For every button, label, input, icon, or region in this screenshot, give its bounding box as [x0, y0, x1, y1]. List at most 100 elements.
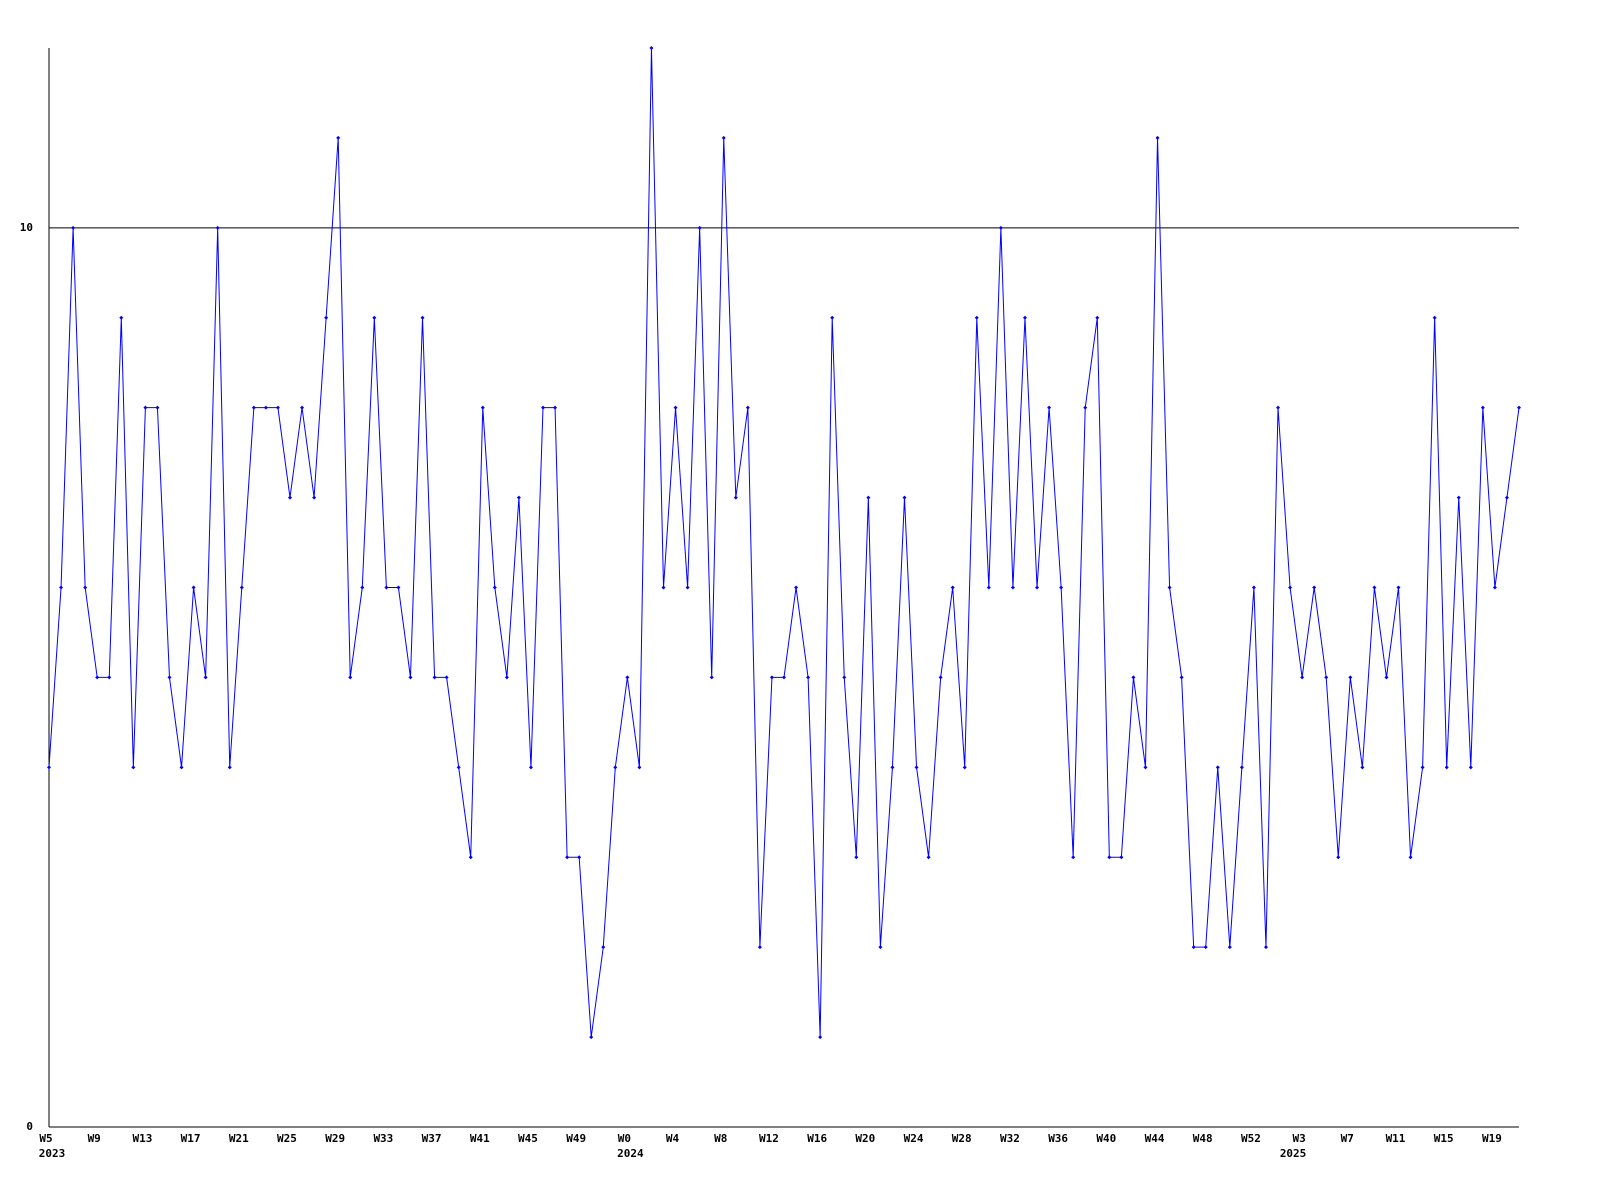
point-marker	[312, 495, 317, 500]
point-marker	[480, 405, 485, 410]
point-marker	[1408, 855, 1413, 860]
point-marker	[71, 225, 76, 230]
x-tick-label: W49	[566, 1132, 586, 1145]
point-marker	[336, 135, 341, 140]
point-marker	[938, 675, 943, 680]
point-marker	[1131, 675, 1136, 680]
point-marker	[1047, 405, 1052, 410]
point-marker	[1022, 315, 1027, 320]
point-marker	[601, 945, 606, 950]
point-marker	[1324, 675, 1329, 680]
point-marker	[1456, 495, 1461, 500]
point-marker	[1360, 765, 1365, 770]
point-marker	[1239, 765, 1244, 770]
point-marker	[782, 675, 786, 680]
point-marker	[625, 675, 630, 680]
point-marker	[155, 405, 160, 410]
point-marker	[1480, 405, 1485, 410]
x-tick-label: W8	[714, 1132, 727, 1145]
point-marker	[974, 315, 979, 320]
point-marker	[107, 675, 112, 680]
point-marker	[1119, 855, 1124, 860]
point-marker	[420, 315, 425, 320]
x-tick-label: W7	[1341, 1132, 1354, 1145]
point-marker	[191, 585, 196, 590]
point-marker	[1276, 405, 1281, 410]
point-marker	[902, 495, 907, 500]
x-tick-label: W33	[373, 1132, 393, 1145]
point-marker	[565, 855, 570, 860]
point-marker	[432, 675, 437, 680]
point-marker	[649, 46, 654, 50]
point-marker	[541, 405, 546, 410]
point-marker	[854, 855, 859, 860]
point-marker	[553, 405, 558, 410]
x-year-label: 2024	[617, 1147, 644, 1160]
point-marker	[962, 765, 967, 770]
point-marker	[1348, 675, 1353, 680]
point-marker	[673, 405, 678, 410]
x-tick-label: W5	[39, 1132, 52, 1145]
point-marker	[215, 225, 220, 230]
x-tick-label: W16	[807, 1132, 827, 1145]
point-marker	[203, 675, 208, 680]
point-marker	[577, 855, 582, 860]
point-marker	[468, 855, 473, 860]
point-marker	[1059, 585, 1064, 590]
x-tick-label: W12	[759, 1132, 779, 1145]
point-marker	[1420, 765, 1425, 770]
point-marker	[239, 585, 244, 590]
point-marker	[1263, 945, 1268, 950]
point-marker	[1300, 675, 1305, 680]
point-marker	[251, 405, 256, 410]
point-marker	[1107, 855, 1112, 860]
x-tick-label: W3	[1292, 1132, 1305, 1145]
point-marker	[866, 495, 871, 500]
x-tick-label: W9	[88, 1132, 101, 1145]
x-tick-label: W19	[1482, 1132, 1502, 1145]
point-marker	[890, 765, 895, 770]
point-marker	[1504, 495, 1509, 500]
point-marker	[926, 855, 931, 860]
point-marker	[721, 135, 726, 140]
point-marker	[733, 495, 738, 500]
point-marker	[1227, 945, 1232, 950]
point-marker	[1384, 675, 1389, 680]
x-tick-label: W48	[1193, 1132, 1213, 1145]
point-marker	[504, 675, 509, 680]
point-marker	[914, 765, 919, 770]
point-marker	[227, 765, 232, 770]
x-tick-label: W21	[229, 1132, 249, 1145]
point-marker	[1432, 315, 1437, 320]
x-tick-label: W25	[277, 1132, 297, 1145]
point-marker	[1517, 405, 1521, 410]
point-marker	[275, 405, 280, 410]
x-tick-label: W37	[422, 1132, 442, 1145]
point-marker	[444, 675, 449, 680]
x-tick-label: W11	[1386, 1132, 1406, 1145]
x-tick-label: W36	[1048, 1132, 1068, 1145]
point-marker	[613, 765, 618, 770]
x-tick-label: W0	[618, 1132, 631, 1145]
point-marker	[131, 765, 136, 770]
point-marker	[408, 675, 413, 680]
point-marker	[1167, 585, 1172, 590]
y-tick-label: 0	[26, 1120, 33, 1133]
point-marker	[1492, 585, 1497, 590]
point-marker	[745, 405, 750, 410]
point-marker	[998, 225, 1003, 230]
point-marker	[878, 945, 883, 950]
point-marker	[589, 1035, 594, 1040]
point-marker	[360, 585, 365, 590]
x-tick-label: W32	[1000, 1132, 1020, 1145]
point-marker	[1095, 315, 1100, 320]
point-marker	[492, 585, 497, 590]
point-marker	[661, 585, 666, 590]
point-marker	[818, 1035, 823, 1040]
point-marker	[384, 585, 389, 590]
x-tick-label: W44	[1145, 1132, 1165, 1145]
point-marker	[757, 945, 762, 950]
point-marker	[830, 315, 835, 320]
point-marker	[685, 585, 690, 590]
